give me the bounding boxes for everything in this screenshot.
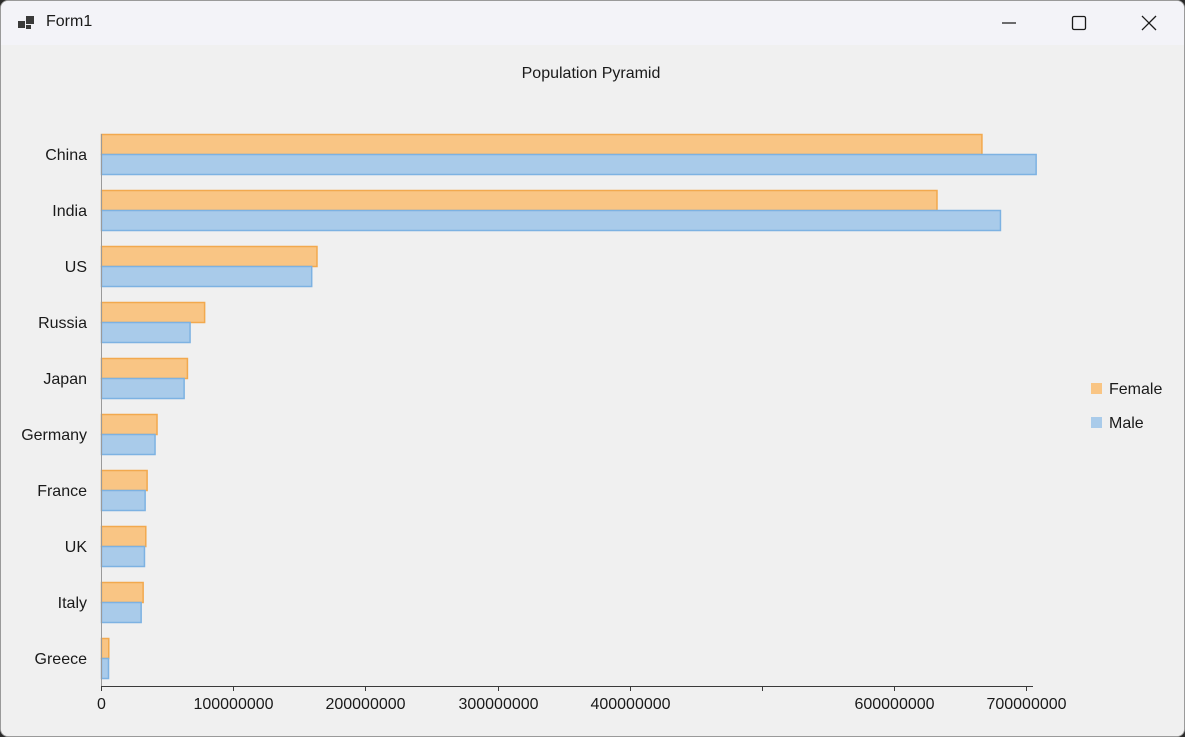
bar-male-russia xyxy=(100,321,191,344)
maximize-icon xyxy=(1071,15,1087,31)
category-label: Germany xyxy=(21,427,87,444)
legend-label-female: Female xyxy=(1109,381,1162,398)
category-label: Italy xyxy=(58,595,87,612)
x-tick-label: 100000000 xyxy=(193,696,273,713)
bar-male-india xyxy=(100,209,1002,232)
bar-female-us xyxy=(100,245,318,268)
legend-swatch-male xyxy=(1091,417,1102,428)
category-label: France xyxy=(37,483,87,500)
category-label: China xyxy=(45,147,87,164)
bar-male-uk xyxy=(100,545,146,568)
title-bar[interactable]: Form1 xyxy=(1,1,1184,45)
window-title: Form1 xyxy=(46,13,93,30)
bar-female-italy xyxy=(100,581,144,604)
bar-female-india xyxy=(100,189,938,212)
bar-male-italy xyxy=(100,601,142,624)
minimize-button[interactable] xyxy=(974,1,1044,45)
chart-title: Population Pyramid xyxy=(522,65,661,82)
category-label: India xyxy=(52,203,87,220)
category-label: US xyxy=(65,259,87,276)
bar-female-france xyxy=(100,469,148,492)
bar-male-france xyxy=(100,489,146,512)
x-tick-label: 200000000 xyxy=(325,696,405,713)
bar-female-germany xyxy=(100,413,158,436)
category-label: UK xyxy=(65,539,88,556)
bar-female-greece xyxy=(100,637,110,660)
bar-male-germany xyxy=(100,433,156,456)
close-button[interactable] xyxy=(1114,1,1184,45)
population-chart: Population Pyramid 0 100000000 200000000 30… xyxy=(21,65,1162,713)
maximize-button[interactable] xyxy=(1044,1,1114,45)
bar-male-china xyxy=(100,153,1037,176)
chart-area: Population Pyramid 0 100000000 200000000 30… xyxy=(1,45,1184,736)
x-tick-label: 0 xyxy=(97,696,106,713)
bar-female-russia xyxy=(100,301,206,324)
category-label: Japan xyxy=(43,371,87,388)
category-label: Greece xyxy=(35,651,88,668)
x-tick-label: 300000000 xyxy=(458,696,538,713)
x-tick-label: 600000000 xyxy=(854,696,934,713)
close-icon xyxy=(1141,15,1157,31)
bar-female-uk xyxy=(100,525,147,548)
x-tick-label: 400000000 xyxy=(590,696,670,713)
legend-label-male: Male xyxy=(1109,415,1144,432)
bar-female-japan xyxy=(100,357,189,380)
category-label: Russia xyxy=(38,315,87,332)
bar-male-japan xyxy=(100,377,185,400)
app-icon xyxy=(18,16,34,29)
bar-female-china xyxy=(100,133,983,156)
x-tick-label: 700000000 xyxy=(986,696,1066,713)
legend-swatch-female xyxy=(1091,383,1102,394)
bar-male-us xyxy=(100,265,313,288)
bar-male-greece xyxy=(100,657,110,680)
minimize-icon xyxy=(1002,22,1016,24)
